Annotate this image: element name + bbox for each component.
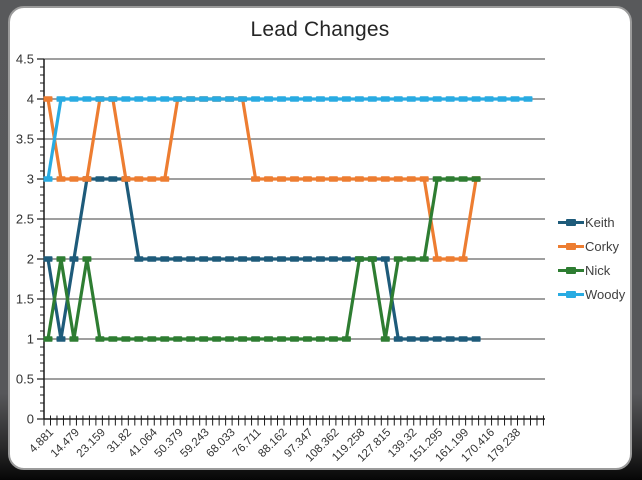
svg-text:4.5: 4.5 (16, 52, 34, 67)
chart-panel: Lead Changes 0 0.5 1 1.5 2 2.5 3 3.5 4 4.5 4.881 14… (8, 6, 632, 470)
chart-title: Lead Changes (250, 18, 390, 41)
svg-text:1: 1 (27, 332, 34, 347)
series-nick (43, 176, 481, 342)
legend-item-nick: Nick (558, 258, 630, 282)
svg-text:23.159: 23.159 (75, 427, 108, 460)
svg-text:0: 0 (27, 412, 34, 427)
legend-label: Keith (585, 214, 615, 230)
x-axis-labels: 4.88114.47923.15931.8241.06450.37959.243… (27, 426, 523, 464)
legend-swatch-corky (558, 242, 584, 250)
svg-text:2.5: 2.5 (16, 212, 34, 227)
legend-item-corky: Corky (558, 234, 630, 258)
legend-label: Woody (585, 286, 626, 302)
svg-text:2: 2 (27, 252, 34, 267)
legend-label: Corky (585, 238, 619, 254)
svg-text:0.5: 0.5 (16, 372, 34, 387)
legend-item-woody: Woody (558, 282, 630, 306)
chart-legend: Keith Corky Nick Woody (558, 210, 630, 306)
legend-swatch-nick (558, 266, 584, 274)
legend-label: Nick (585, 262, 611, 278)
series-keith (43, 176, 481, 342)
svg-text:4: 4 (27, 92, 34, 107)
axes (37, 58, 545, 426)
legend-swatch-woody (558, 290, 584, 298)
svg-text:68.033: 68.033 (204, 427, 237, 460)
y-axis-labels: 0 0.5 1 1.5 2 2.5 3 3.5 4 4.5 (16, 52, 34, 427)
legend-item-keith: Keith (558, 210, 630, 234)
legend-swatch-keith (558, 218, 584, 226)
svg-text:3.5: 3.5 (16, 132, 34, 147)
plot-area: 0 0.5 1 1.5 2 2.5 3 3.5 4 4.5 4.88114.47923.15931.… (16, 52, 545, 465)
svg-text:3: 3 (27, 172, 34, 187)
series-woody (43, 96, 533, 182)
svg-text:1.5: 1.5 (16, 292, 34, 307)
